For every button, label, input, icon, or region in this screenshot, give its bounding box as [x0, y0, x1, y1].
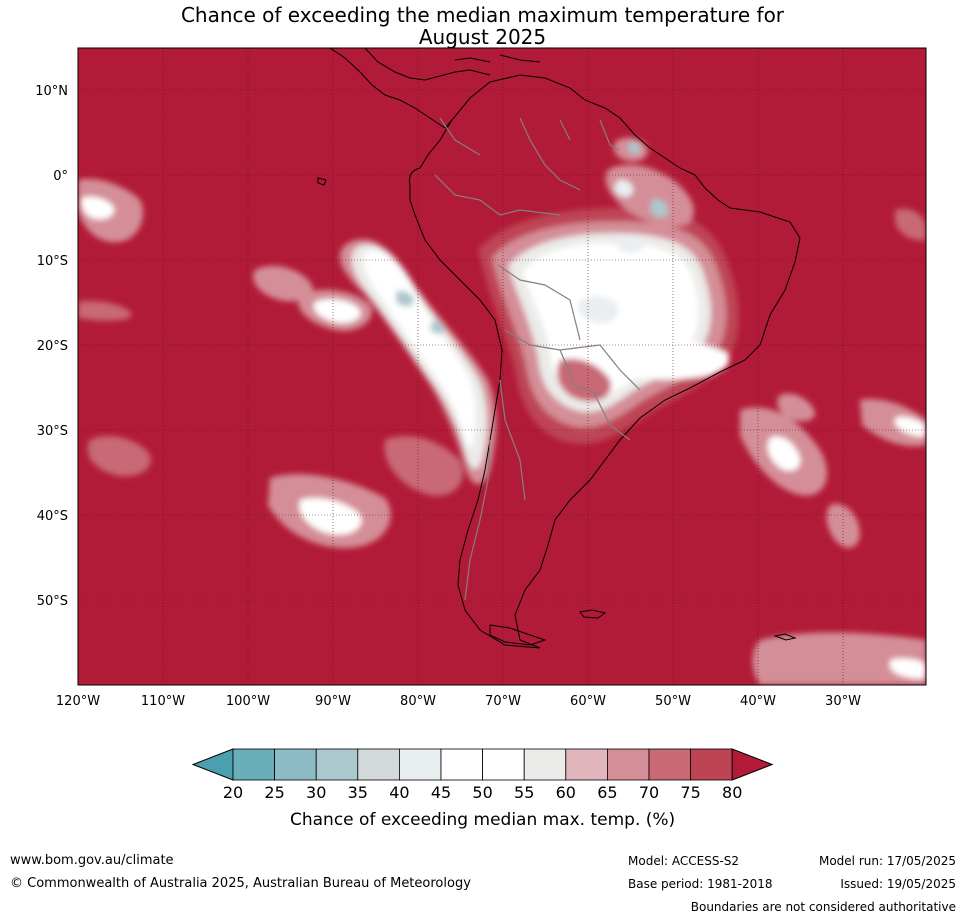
shade-atlantic-r65-5 [895, 208, 926, 241]
colorbar: 20 25 30 35 40 45 50 55 60 65 70 75 80 Chance of exce… [191, 748, 774, 830]
shade-amazon-blue [650, 198, 669, 218]
latitude-labels: 10°N 0° 10°S 20°S 30°S 40°S 50°S [35, 84, 68, 609]
title-line-1: Chance of exceeding the median maximum t… [180, 3, 785, 27]
colorbar-tick-label: 80 [722, 783, 742, 802]
central-america-coast [329, 48, 491, 129]
chart-title: Chance of exceeding the median maximum t… [0, 4, 965, 48]
shade-guiana-blue [628, 141, 641, 155]
map-area [78, 48, 926, 685]
colorbar-tick-label: 75 [680, 783, 700, 802]
shade-south-pacific-r70-2 [87, 435, 151, 477]
colorbar-tick-label: 20 [223, 783, 243, 802]
colorbar-title: Chance of exceeding median max. temp. (%… [290, 810, 675, 830]
colorbar-segment [274, 748, 317, 781]
colorbar-tick-label: 60 [556, 783, 576, 802]
lat-tick-label: 10°S [37, 254, 68, 269]
lon-tick-label: 110°W [141, 694, 185, 709]
lon-tick-label: 80°W [400, 694, 436, 709]
lat-tick-label: 30°S [37, 424, 68, 439]
lon-tick-label: 120°W [56, 694, 100, 709]
lon-tick-label: 30°W [825, 694, 861, 709]
colorbar-tick-label: 30 [306, 783, 326, 802]
lat-tick-label: 50°S [37, 594, 68, 609]
caribbean-islands [454, 54, 541, 63]
footer-model: Model: ACCESS-S2 [628, 854, 740, 868]
colorbar-extend-low [191, 748, 234, 781]
footer-disclaimer: Boundaries are not considered authoritat… [690, 900, 956, 914]
colorbar-segment [690, 748, 733, 781]
probability-shading [78, 137, 926, 685]
shade-atlantic-neutral [767, 436, 801, 471]
colorbar-tick-label: 40 [389, 783, 409, 802]
shade-brazil-pale-2 [616, 234, 643, 254]
colorbar-segment [232, 748, 275, 781]
shade-southatl-r65 [752, 632, 926, 685]
shade-pacific-far-white [81, 196, 115, 220]
colorbar-tick-label: 70 [639, 783, 659, 802]
graticule [78, 48, 926, 685]
shade-coast-blue-2 [430, 320, 445, 335]
footer-website: www.bom.gov.au/climate [10, 853, 174, 868]
footer-issued: Issued: 19/05/2025 [840, 877, 956, 891]
title-line-2: August 2025 [418, 25, 547, 49]
colorbar-tick-label: 25 [264, 783, 284, 802]
lat-tick-label: 10°N [35, 84, 68, 99]
south-georgia [773, 633, 797, 641]
border-1 [434, 117, 641, 601]
colorbar-segment [565, 748, 608, 781]
longitude-labels: 120°W 110°W 100°W 90°W 80°W 70°W 60°W 50°W 40°W 3… [56, 694, 861, 709]
shade-south-r70 [557, 358, 611, 402]
shade-brazil-white-2 [600, 335, 729, 380]
shade-amazon-pale [614, 179, 634, 197]
footer-copyright: © Commonwealth of Australia 2025, Austra… [10, 876, 471, 891]
shade-pacific-r65 [253, 265, 313, 302]
lon-tick-label: 100°W [226, 694, 270, 709]
colorbar-segment [482, 748, 525, 781]
colorbar-segment [607, 748, 650, 781]
lat-tick-label: 0° [53, 169, 68, 184]
shade-atlantic-r65-3 [777, 393, 816, 422]
colorbar-segment [440, 748, 483, 781]
shade-atlantic-r65-2 [860, 399, 926, 447]
map-frame [77, 47, 927, 686]
colorbar-segment [398, 748, 442, 781]
footer-base-period: Base period: 1981-2018 [628, 877, 773, 891]
shade-pacific-strip [78, 300, 132, 321]
colorbar-segment [315, 748, 359, 781]
colorbar-extend-high [731, 748, 774, 781]
colorbar-tick-label: 35 [348, 783, 368, 802]
tierra-del-fuego [489, 624, 547, 646]
shade-pacific-white [313, 299, 361, 324]
shade-southatl-white [890, 658, 926, 679]
lon-tick-label: 50°W [655, 694, 691, 709]
colorbar-segment [648, 748, 691, 781]
coastlines [317, 48, 801, 649]
colorbar-tick-label: 65 [597, 783, 617, 802]
colorbar-tick-label: 45 [431, 783, 451, 802]
map-background [78, 48, 926, 685]
shade-atlantic-white-2 [895, 416, 926, 437]
lon-tick-label: 40°W [740, 694, 776, 709]
shade-coast-blue [396, 290, 414, 307]
shade-coast-white [363, 250, 476, 448]
falklands [579, 609, 607, 619]
colorbar-tick-label: 50 [472, 783, 492, 802]
lon-tick-label: 60°W [570, 694, 606, 709]
shade-south-pacific-r70 [384, 436, 464, 496]
south-america-coast [409, 74, 801, 649]
country-borders [434, 117, 641, 601]
colorbar-tick-label: 55 [514, 783, 534, 802]
shade-amazon-r65 [605, 164, 694, 227]
lon-tick-label: 90°W [315, 694, 351, 709]
colorbar-segment [523, 748, 567, 781]
lon-tick-label: 70°W [485, 694, 521, 709]
colorbar-segment [357, 748, 400, 781]
footer-model-run: Model run: 17/05/2025 [818, 854, 956, 868]
galapagos [317, 177, 327, 186]
lat-tick-label: 20°S [37, 339, 68, 354]
shade-brazil-pale [577, 295, 619, 324]
shade-south-pacific-white [299, 497, 362, 535]
lat-tick-label: 40°S [37, 509, 68, 524]
